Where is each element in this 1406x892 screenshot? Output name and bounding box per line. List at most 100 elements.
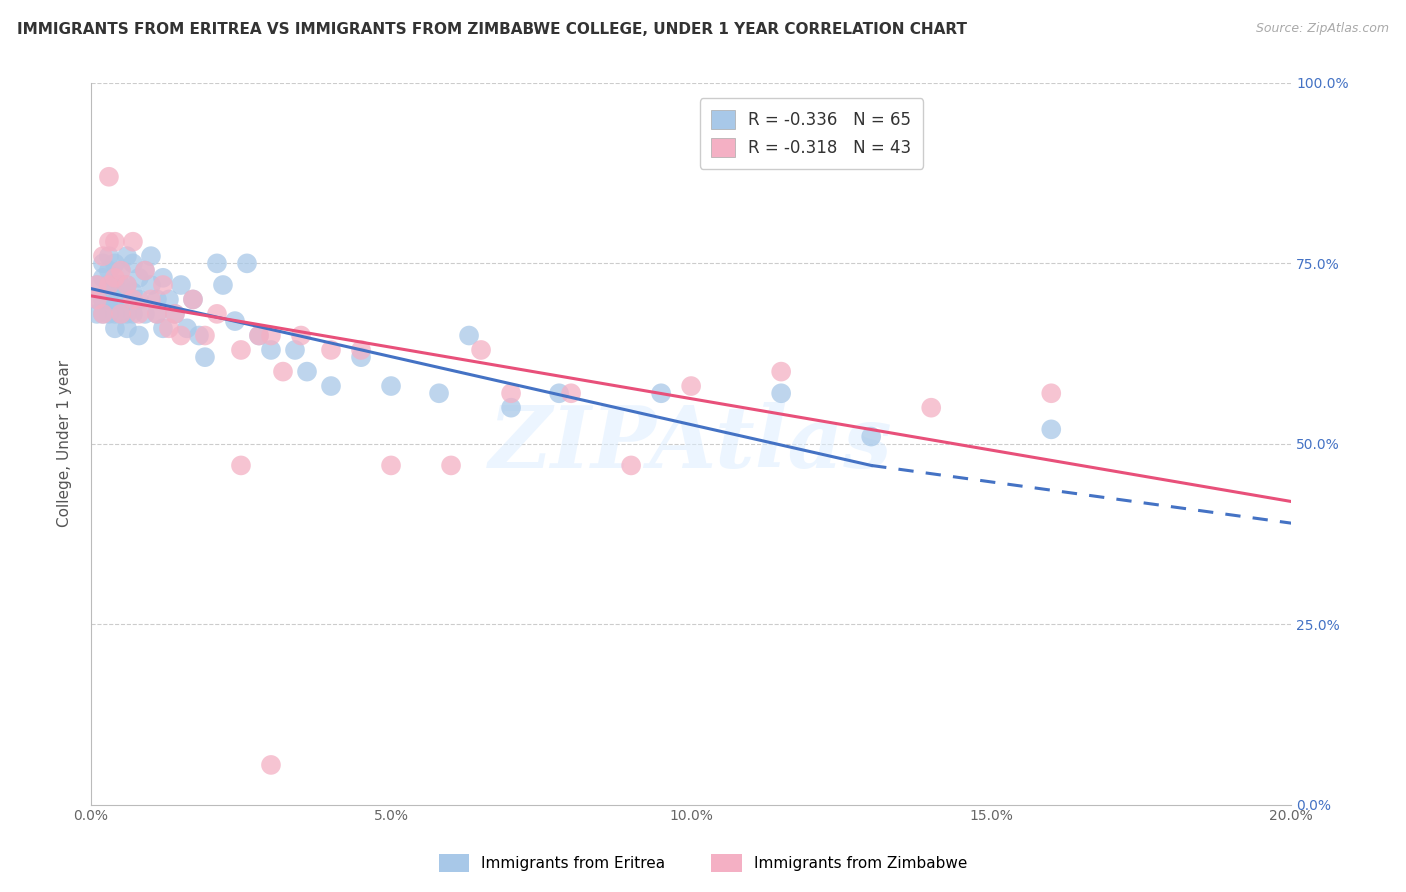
Point <box>271 365 294 379</box>
Point <box>470 343 492 357</box>
Point <box>115 321 138 335</box>
Point <box>152 321 174 335</box>
Point <box>104 235 127 249</box>
Text: Source: ZipAtlas.com: Source: ZipAtlas.com <box>1256 22 1389 36</box>
Point <box>97 169 120 184</box>
Point <box>91 249 114 263</box>
Point <box>110 307 132 321</box>
Point <box>290 328 312 343</box>
Point <box>181 293 204 307</box>
Legend: R = -0.336   N = 65, R = -0.318   N = 43: R = -0.336 N = 65, R = -0.318 N = 43 <box>700 98 922 169</box>
Point <box>104 293 127 307</box>
Point <box>128 307 150 321</box>
Point <box>176 321 198 335</box>
Point <box>229 458 252 473</box>
Point <box>97 249 120 263</box>
Point <box>122 235 145 249</box>
Point <box>181 293 204 307</box>
Point <box>499 401 522 415</box>
Point <box>1040 386 1063 401</box>
Point <box>260 343 283 357</box>
Point <box>91 307 114 321</box>
Point <box>560 386 582 401</box>
Text: IMMIGRANTS FROM ERITREA VS IMMIGRANTS FROM ZIMBABWE COLLEGE, UNDER 1 YEAR CORREL: IMMIGRANTS FROM ERITREA VS IMMIGRANTS FR… <box>17 22 967 37</box>
Point <box>128 270 150 285</box>
Point <box>205 307 228 321</box>
Legend: Immigrants from Eritrea, Immigrants from Zimbabwe: Immigrants from Eritrea, Immigrants from… <box>430 846 976 880</box>
Point <box>380 379 402 393</box>
Point <box>157 293 180 307</box>
Point <box>110 263 132 277</box>
Point <box>188 328 211 343</box>
Point <box>86 293 108 307</box>
Point <box>91 256 114 270</box>
Point <box>115 278 138 293</box>
Point <box>86 293 108 307</box>
Point <box>97 263 120 277</box>
Point <box>260 328 283 343</box>
Point <box>350 343 373 357</box>
Point <box>97 278 120 293</box>
Point <box>139 278 162 293</box>
Point <box>134 263 156 277</box>
Point <box>104 278 127 293</box>
Point <box>110 278 132 293</box>
Point <box>163 307 186 321</box>
Point <box>295 365 318 379</box>
Point <box>134 307 156 321</box>
Point <box>163 307 186 321</box>
Point <box>122 307 145 321</box>
Point <box>194 350 217 364</box>
Point <box>97 235 120 249</box>
Point <box>458 328 481 343</box>
Point <box>97 293 120 307</box>
Point <box>110 307 132 321</box>
Point <box>115 278 138 293</box>
Point <box>284 343 307 357</box>
Point <box>122 285 145 300</box>
Point <box>170 278 193 293</box>
Point <box>650 386 672 401</box>
Point <box>152 270 174 285</box>
Point <box>920 401 942 415</box>
Point <box>104 256 127 270</box>
Text: ZIPAtlas: ZIPAtlas <box>489 402 893 485</box>
Point <box>499 386 522 401</box>
Point <box>152 278 174 293</box>
Point <box>260 758 283 772</box>
Point <box>139 293 162 307</box>
Point <box>319 343 342 357</box>
Point <box>770 386 793 401</box>
Point <box>157 321 180 335</box>
Point <box>229 343 252 357</box>
Point <box>319 379 342 393</box>
Point <box>122 256 145 270</box>
Point <box>146 293 169 307</box>
Point <box>440 458 463 473</box>
Point <box>128 328 150 343</box>
Point <box>122 293 145 307</box>
Point <box>212 278 235 293</box>
Point <box>104 321 127 335</box>
Point <box>860 429 883 443</box>
Point <box>86 278 108 293</box>
Point <box>110 263 132 277</box>
Point <box>380 458 402 473</box>
Point <box>91 270 114 285</box>
Point <box>247 328 270 343</box>
Point <box>194 328 217 343</box>
Point <box>115 307 138 321</box>
Point <box>86 278 108 293</box>
Point <box>681 379 703 393</box>
Point <box>97 278 120 293</box>
Point <box>91 293 114 307</box>
Point <box>770 365 793 379</box>
Y-axis label: College, Under 1 year: College, Under 1 year <box>58 360 72 527</box>
Point <box>548 386 571 401</box>
Point <box>146 307 169 321</box>
Point <box>86 307 108 321</box>
Point <box>115 249 138 263</box>
Point <box>110 293 132 307</box>
Point <box>97 307 120 321</box>
Point <box>236 256 259 270</box>
